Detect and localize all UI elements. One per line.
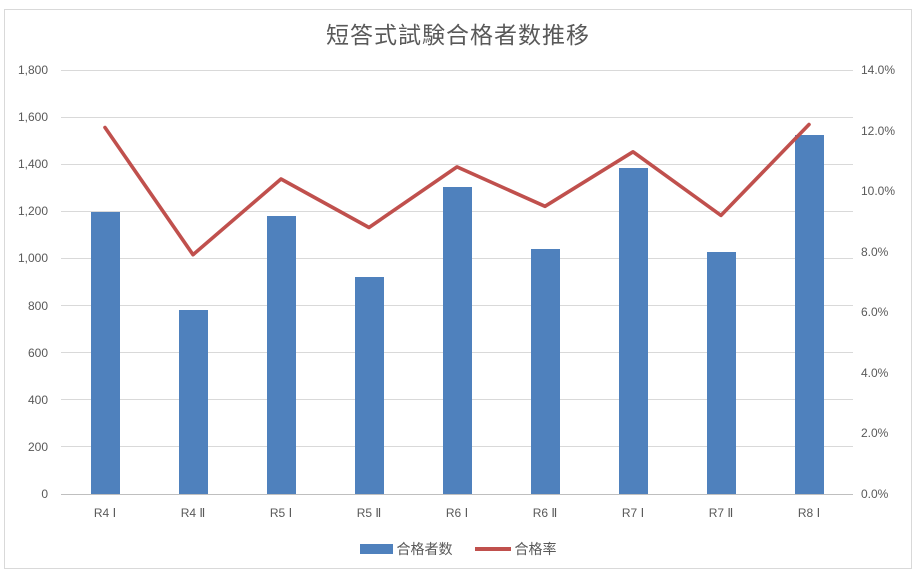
x-axis-category-label: R4 Ⅰ xyxy=(93,506,117,520)
bar-R6 Ⅰ xyxy=(442,186,472,494)
x-axis-category-label: R7 Ⅱ xyxy=(708,506,734,520)
y-axis-right-tick: 6.0% xyxy=(861,305,889,320)
bar-R5 Ⅰ xyxy=(266,215,296,494)
x-axis-line xyxy=(61,493,853,495)
bar-R6 Ⅱ xyxy=(530,248,560,494)
x-axis-category-label: R7 Ⅰ xyxy=(621,506,645,520)
x-axis-category-label: R5 Ⅱ xyxy=(356,506,382,520)
bar-R5 Ⅱ xyxy=(354,277,384,494)
x-axis-category-label: R6 Ⅰ xyxy=(445,506,469,520)
plot-area xyxy=(61,69,853,495)
y-axis-right-tick: 2.0% xyxy=(861,426,889,441)
legend: 合格者数 合格率 xyxy=(0,538,916,560)
bar-R7 Ⅱ xyxy=(706,252,736,494)
legend-label: 合格者数 xyxy=(396,541,453,557)
chart-title: 短答式試験合格者数推移 xyxy=(326,22,590,48)
y-axis-left-tick: 800 xyxy=(27,298,48,313)
legend-line-swatch-icon xyxy=(474,547,511,551)
y-axis-left-tick: 400 xyxy=(27,392,48,407)
bar-R4 Ⅰ xyxy=(90,211,120,494)
legend-item-pass-rate: 合格率 xyxy=(474,539,557,559)
x-axis-category-label: R5 Ⅰ xyxy=(269,506,293,520)
legend-label: 合格率 xyxy=(514,541,557,557)
y-axis-right-tick: 12.0% xyxy=(861,123,896,138)
x-axis-category-label: R4 Ⅱ xyxy=(180,506,206,520)
legend-item-passers: 合格者数 xyxy=(359,539,453,559)
y-axis-left-tick: 1,800 xyxy=(17,63,48,77)
y-axis-left-tick: 1,200 xyxy=(17,204,48,219)
y-axis-right-tick: 10.0% xyxy=(861,184,896,199)
bar-R4 Ⅱ xyxy=(178,310,208,494)
y-axis-right-tick: 8.0% xyxy=(861,244,889,259)
x-axis-category-label: R8 Ⅰ xyxy=(797,506,821,520)
bar-R8 Ⅰ xyxy=(794,135,824,494)
y-axis-left-tick: 1,400 xyxy=(17,157,48,172)
bar-R7 Ⅰ xyxy=(618,168,648,494)
x-axis-category-label: R6 Ⅱ xyxy=(532,506,558,520)
y-axis-left-tick: 1,600 xyxy=(17,110,48,125)
gridline xyxy=(61,69,853,71)
y-axis-right-tick: 14.0% xyxy=(861,63,896,77)
gridline xyxy=(61,116,853,118)
y-axis-left-tick: 600 xyxy=(27,345,48,360)
y-axis-right-tick: 4.0% xyxy=(861,365,889,380)
y-axis-left-tick: 0 xyxy=(41,487,48,501)
legend-bar-swatch-icon xyxy=(359,544,393,554)
y-axis-right-tick: 0.0% xyxy=(861,487,889,501)
y-axis-left-tick: 1,000 xyxy=(17,251,48,266)
y-axis-left-tick: 200 xyxy=(27,439,48,454)
gridline xyxy=(61,163,853,165)
pass-rate-line xyxy=(103,122,811,257)
